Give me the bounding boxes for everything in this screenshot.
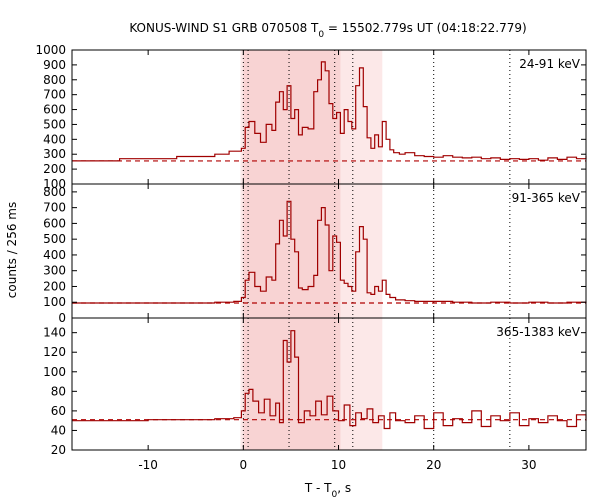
y-tick-label-2-5: 120 (43, 345, 66, 359)
y-tick-label-2-6: 140 (43, 326, 66, 340)
x-tick-label-0: -10 (138, 458, 158, 472)
y-tick-label-2-4: 100 (43, 365, 66, 379)
shaded-intervals (240, 50, 383, 450)
energy-band-label-2: 365-1383 keV (496, 325, 580, 339)
y-tick-label-0-8: 900 (43, 58, 66, 72)
y-tick-label-1-4: 400 (43, 248, 66, 262)
y-tick-label-0-0: 100 (43, 177, 66, 191)
y-tick-label-1-0: 0 (58, 311, 66, 325)
x-tick-label-1: 0 (240, 458, 248, 472)
y-tick-label-2-0: 20 (51, 443, 66, 457)
y-tick-label-0-9: 1000 (35, 43, 66, 57)
panel-frame-2 (71, 317, 587, 451)
shaded-interval-1 (243, 50, 341, 450)
energy-band-label-0: 24-91 keV (519, 57, 581, 71)
y-tick-label-0-6: 700 (43, 88, 66, 102)
panel-2: 20 40 60 80 100 120 140 365-1383 keV (43, 317, 587, 457)
light-curve-2 (72, 330, 587, 430)
y-tick-label-0-1: 200 (43, 162, 66, 176)
y-tick-label-0-2: 300 (43, 147, 66, 161)
y-tick-label-1-2: 200 (43, 279, 66, 293)
y-axis-label: counts / 256 ms (5, 202, 19, 298)
x-tick-label-4: 30 (521, 458, 536, 472)
y-tick-label-2-3: 80 (51, 384, 66, 398)
x-axis-label: T - T0, s (304, 481, 351, 500)
chart-title: KONUS-WIND S1 GRB 070508 T0 = 15502.779s… (129, 21, 526, 40)
y-tick-label-0-7: 800 (43, 73, 66, 87)
y-tick-label-1-3: 300 (43, 264, 66, 278)
y-tick-label-1-1: 100 (43, 295, 66, 309)
y-tick-label-1-8: 800 (43, 185, 66, 199)
y-tick-label-0-3: 400 (43, 132, 66, 146)
vertical-dotted-lines (242, 50, 511, 450)
x-axis: -10 0 10 20 30 (138, 458, 536, 472)
y-tick-label-1-6: 600 (43, 216, 66, 230)
x-tick-label-2: 10 (331, 458, 346, 472)
energy-band-label-1: 91-365 keV (512, 191, 581, 205)
y-tick-label-0-4: 500 (43, 117, 66, 131)
x-tick-label-3: 20 (426, 458, 441, 472)
y-tick-label-0-5: 600 (43, 103, 66, 117)
y-tick-label-1-5: 500 (43, 232, 66, 246)
y-tick-label-1-7: 700 (43, 201, 66, 215)
light-curve-1 (72, 200, 587, 304)
y-tick-label-2-2: 60 (51, 404, 66, 418)
light-curve-0 (72, 61, 587, 162)
y-tick-label-2-1: 40 (51, 423, 66, 437)
